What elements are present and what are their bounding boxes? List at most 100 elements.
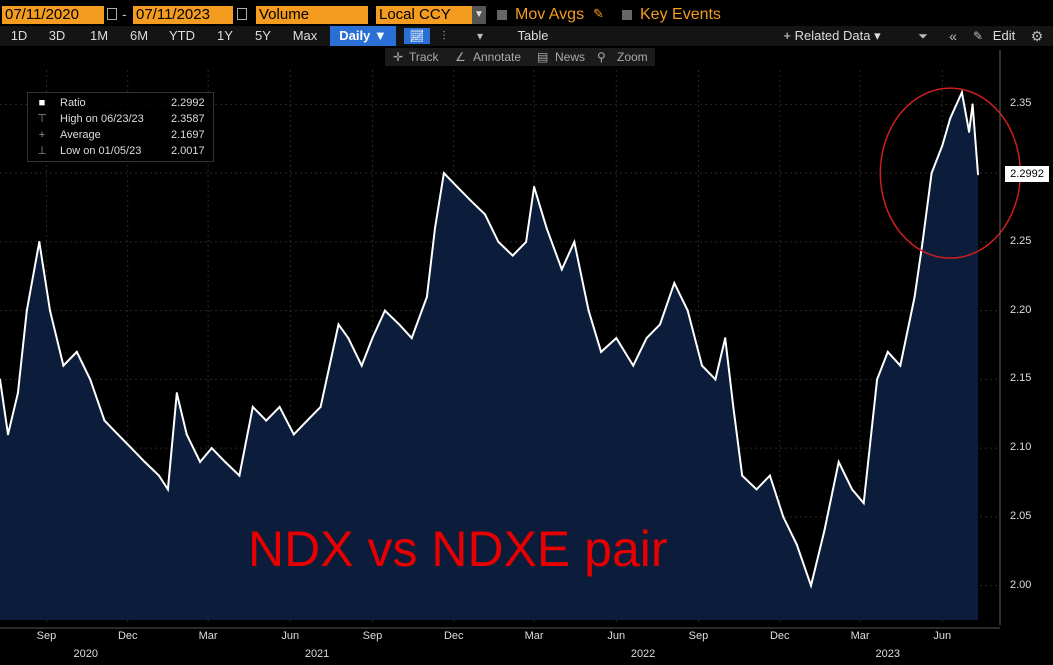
- data-point: [292, 433, 295, 436]
- period-ytd[interactable]: YTD: [169, 28, 195, 43]
- ratio-line: [0, 89, 979, 590]
- frequency-dropdown[interactable]: Daily ▼: [330, 26, 396, 46]
- data-point: [16, 392, 19, 395]
- last-value-label: 2.2992: [1005, 166, 1049, 183]
- x-tick-label: Dec: [117, 630, 138, 642]
- period-5y[interactable]: 5Y: [255, 28, 271, 43]
- chevron-down-icon[interactable]: ▾: [476, 29, 484, 43]
- mov-avgs-label[interactable]: Mov Avgs: [515, 6, 585, 23]
- news-tool[interactable]: News: [555, 50, 586, 64]
- legend-high-value: 2.3587: [171, 113, 205, 125]
- x-year-label: 2021: [304, 648, 330, 660]
- data-point: [560, 268, 563, 271]
- data-point: [210, 447, 213, 450]
- data-point: [38, 240, 41, 243]
- x-tick-label: Sep: [36, 630, 57, 642]
- date-separator: -: [122, 6, 127, 22]
- collapse-icon[interactable]: «: [949, 28, 957, 44]
- data-point: [224, 460, 227, 463]
- data-point: [686, 309, 689, 312]
- high-marker-icon: ⊤: [37, 113, 47, 125]
- x-tick-label: Jun: [281, 630, 300, 642]
- ratio-area: [0, 92, 978, 620]
- y-tick-label: 2.00: [1010, 578, 1032, 591]
- crosshair-icon[interactable]: ✛: [393, 50, 404, 64]
- data-point: [768, 474, 771, 477]
- key-events-checkbox[interactable]: [622, 10, 632, 20]
- x-tick-label: Dec: [769, 630, 790, 642]
- x-tick-label: Mar: [198, 630, 218, 642]
- search-icon[interactable]: ⚲: [597, 50, 606, 64]
- period-max[interactable]: Max: [292, 28, 318, 43]
- track-tool[interactable]: Track: [409, 50, 439, 64]
- y-tick-label: 2.05: [1010, 509, 1032, 522]
- end-date-field[interactable]: 07/11/2023: [133, 6, 233, 24]
- data-point: [837, 460, 840, 463]
- data-point: [103, 419, 106, 422]
- data-point: [899, 364, 902, 367]
- data-point: [185, 433, 188, 436]
- period-6m[interactable]: 6M: [129, 28, 149, 43]
- top-toolbar: 07/11/2020 - 07/11/2023 Volume Local CCY…: [0, 0, 1053, 26]
- edit-button[interactable]: Edit: [992, 28, 1016, 43]
- data-point: [456, 185, 459, 188]
- gear-icon[interactable]: ⚙: [1030, 28, 1044, 44]
- data-point: [632, 364, 635, 367]
- legend-average-label: Average: [60, 129, 101, 141]
- key-events-label[interactable]: Key Events: [640, 6, 721, 23]
- x-tick-label: Sep: [688, 630, 709, 642]
- data-point: [442, 172, 445, 175]
- data-point: [265, 419, 268, 422]
- data-point: [971, 103, 974, 106]
- period-1m[interactable]: 1M: [89, 28, 109, 43]
- data-point: [238, 474, 241, 477]
- x-year-label: 2023: [875, 648, 901, 660]
- legend-low-value: 2.0017: [171, 145, 205, 157]
- legend-ratio-value: 2.2992: [171, 97, 205, 109]
- x-tick-label: Jun: [933, 630, 952, 642]
- annotate-icon[interactable]: ∠: [455, 50, 466, 64]
- filter-icon[interactable]: ⏷: [918, 29, 928, 43]
- start-date-field[interactable]: 07/11/2020: [2, 6, 104, 24]
- mov-avgs-checkbox[interactable]: [497, 10, 507, 20]
- data-point: [941, 144, 944, 147]
- average-marker-icon: +: [38, 129, 46, 141]
- x-tick-label: Mar: [850, 630, 870, 642]
- news-icon[interactable]: ▤: [537, 50, 549, 64]
- data-point: [977, 173, 979, 176]
- currency-field[interactable]: Local CCY: [376, 6, 472, 24]
- calendar-icon[interactable]: [107, 8, 117, 20]
- table-button[interactable]: Table: [517, 28, 549, 43]
- data-point: [278, 405, 281, 408]
- zoom-tool[interactable]: Zoom: [617, 50, 648, 64]
- pencil-icon[interactable]: ✎: [593, 6, 604, 21]
- data-point: [913, 295, 916, 298]
- bar-type-icon[interactable]: ⫶: [442, 29, 446, 43]
- data-point: [968, 130, 971, 133]
- pencil-icon[interactable]: ✎: [972, 29, 984, 43]
- data-point: [337, 323, 340, 326]
- volume-field[interactable]: Volume: [256, 6, 368, 24]
- related-data-button[interactable]: + Related Data ▾: [783, 28, 881, 43]
- calendar-icon[interactable]: [237, 8, 247, 20]
- data-point: [573, 240, 576, 243]
- y-tick-label: 2.35: [1010, 97, 1032, 110]
- line-chart-icon[interactable]: 📈︎: [404, 28, 430, 44]
- data-point: [0, 378, 1, 381]
- square-icon: ■: [38, 97, 46, 109]
- x-tick-label: Mar: [524, 630, 544, 642]
- data-point: [130, 447, 133, 450]
- data-point: [306, 419, 309, 422]
- data-point: [7, 433, 10, 436]
- data-point: [659, 323, 662, 326]
- period-1d[interactable]: 1D: [10, 28, 28, 43]
- chevron-down-icon[interactable]: ▼: [472, 6, 486, 24]
- data-point: [116, 433, 119, 436]
- data-point: [360, 364, 363, 367]
- data-point: [383, 309, 386, 312]
- data-point: [497, 240, 500, 243]
- legend-average: + Average 2.1697: [28, 127, 213, 143]
- period-3d[interactable]: 3D: [48, 28, 66, 43]
- annotate-tool[interactable]: Annotate: [473, 50, 522, 64]
- period-1y[interactable]: 1Y: [217, 28, 233, 43]
